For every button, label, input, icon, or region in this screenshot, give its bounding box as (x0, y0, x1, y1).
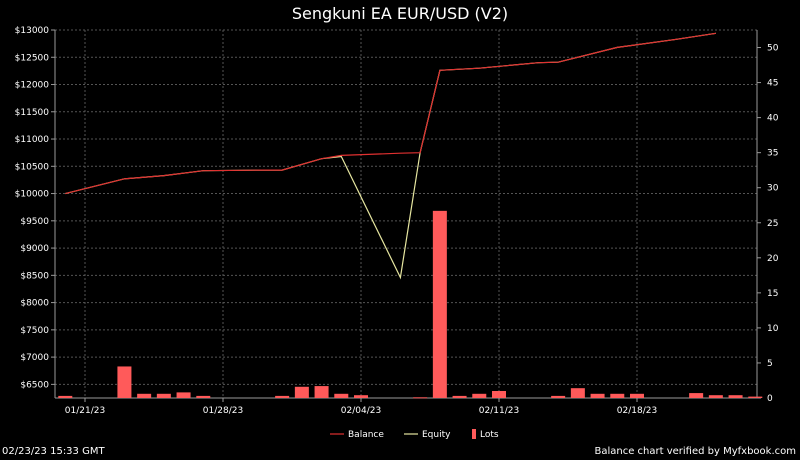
lots-bar (492, 390, 506, 398)
y-left-tick-label: $6500 (20, 380, 49, 390)
y-left-tick-label: $7500 (20, 326, 49, 336)
lots-bar (156, 393, 171, 398)
lots-bar (196, 395, 211, 398)
lots-bar (472, 393, 487, 398)
lots-bar (137, 393, 152, 398)
chart-title: Sengkuni EA EUR/USD (V2) (291, 4, 509, 23)
legend-swatch-lots (472, 429, 476, 439)
footer-timestamp: 02/23/23 15:33 GMT (2, 446, 105, 457)
y-right-tick-label: 40 (767, 114, 779, 124)
lots-bar (354, 395, 368, 398)
lots-bar (334, 393, 349, 398)
y-left-tick-label: $12000 (15, 81, 50, 91)
lots-bar (590, 393, 605, 398)
lots-bar (117, 366, 132, 398)
lots-bar (294, 386, 309, 398)
lots-bar (314, 386, 329, 398)
y-left-tick-label: $13000 (15, 26, 50, 36)
y-left-tick-label: $10500 (15, 162, 50, 172)
equity-line (65, 32, 716, 280)
legend-label-balance: Balance (348, 430, 384, 440)
legend-label-equity: Equity (422, 430, 451, 440)
x-tick-label: 02/18/23 (617, 406, 657, 416)
y-left-tick-label: $9500 (20, 217, 49, 227)
lots-bar (452, 395, 467, 398)
lots-bar (275, 395, 290, 398)
x-tick-label: 02/04/23 (341, 406, 381, 416)
lots-bar (58, 395, 73, 398)
lots-bar (176, 392, 191, 398)
lots-bar (551, 395, 566, 398)
x-tick-label: 02/11/23 (479, 406, 519, 416)
y-left-tick-label: $12500 (15, 53, 50, 63)
legend-label-lots: Lots (480, 430, 499, 440)
lots-bar (413, 397, 428, 399)
y-left-tick-label: $8000 (20, 299, 49, 309)
x-tick-label: 01/21/23 (65, 406, 105, 416)
y-right-tick-label: 20 (767, 254, 779, 264)
lots-bar (432, 210, 447, 398)
footer-verified: Balance chart verified by Myfxbook.com (594, 446, 796, 457)
lots-bar (570, 388, 585, 398)
y-right-tick-label: 45 (767, 79, 778, 89)
y-right-tick-label: 30 (767, 184, 779, 194)
lots-bar (689, 393, 704, 398)
y-left-tick-label: $9000 (20, 244, 49, 254)
y-left-tick-label: $10000 (15, 190, 50, 200)
y-right-tick-label: 35 (767, 149, 778, 159)
y-right-tick-label: 25 (767, 219, 778, 229)
x-tick-label: 01/28/23 (203, 406, 243, 416)
lots-bar (728, 395, 743, 398)
y-left-tick-label: $8500 (20, 271, 49, 281)
y-left-tick-label: $11000 (15, 135, 50, 145)
y-left-tick-label: $11500 (15, 108, 50, 118)
lots-bar (748, 396, 763, 398)
y-right-tick-label: 5 (767, 359, 773, 369)
lots-bar (610, 393, 625, 398)
lots-bar (708, 395, 723, 398)
y-left-tick-label: $7000 (20, 353, 49, 363)
balance-line (65, 32, 716, 195)
lots-bar (630, 393, 644, 398)
y-right-tick-label: 0 (767, 394, 773, 404)
y-right-tick-label: 10 (767, 324, 779, 334)
y-right-tick-label: 50 (767, 44, 779, 54)
y-right-tick-label: 15 (767, 289, 778, 299)
